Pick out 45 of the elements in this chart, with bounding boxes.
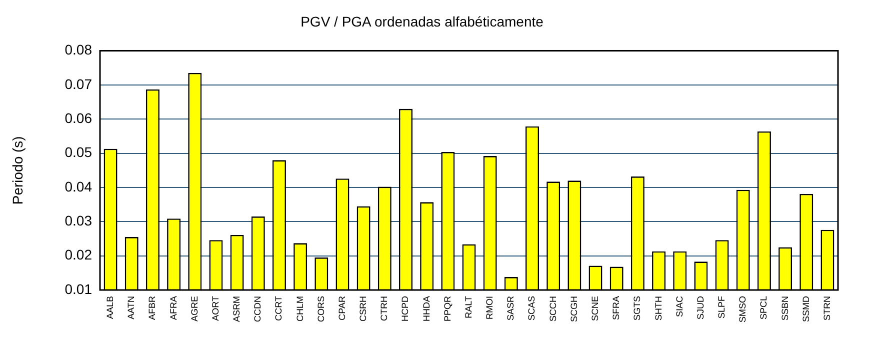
- y-tick-label: 0.08: [64, 42, 92, 58]
- y-tick-label: 0.01: [64, 280, 92, 297]
- x-tick-label: SCAS: [526, 296, 537, 321]
- x-tick-label: CPAR: [336, 296, 347, 320]
- x-tick-label: SJUD: [695, 296, 706, 320]
- x-tick-label: AGRE: [189, 296, 200, 322]
- x-tick-label: HCPD: [400, 296, 410, 322]
- y-tick-label: 0.07: [64, 76, 92, 92]
- y-axis-title: Periodo (s): [9, 136, 26, 205]
- x-tick-label: RALT: [463, 296, 474, 318]
- y-tick-label: 0.04: [64, 178, 92, 194]
- x-tick-label: CORS: [316, 296, 326, 322]
- y-tick-label: 0.02: [64, 246, 92, 263]
- x-tick-label: HHDA: [421, 296, 432, 322]
- x-tick-label: RMOI: [484, 296, 495, 320]
- x-tick-label: SCGH: [568, 296, 579, 322]
- x-tick-label: AORT: [210, 296, 220, 321]
- x-tick-label: AATN: [126, 296, 136, 320]
- x-tick-label: ASRM: [232, 296, 242, 322]
- x-tick-label: SLPF: [716, 296, 727, 319]
- y-tick-label: 0.05: [64, 144, 92, 160]
- x-tick-label: SHTH: [653, 296, 664, 320]
- x-tick-label: SIAC: [674, 296, 684, 318]
- x-tick-label: CCRT: [274, 296, 284, 321]
- x-tick-label: AFRA: [168, 296, 178, 320]
- x-tick-label: CTRH: [379, 296, 390, 321]
- x-tick-label: STRN: [822, 296, 832, 320]
- x-tick-label: SSMD: [800, 296, 811, 322]
- x-tick-label: CCDN: [252, 296, 263, 322]
- x-tick-label: CHLM: [294, 296, 305, 322]
- x-tick-label: SCNE: [590, 296, 600, 322]
- x-tick-label: SASR: [506, 296, 516, 321]
- x-tick-label: SMSO: [738, 296, 748, 323]
- x-tick-label: CSRH: [358, 296, 368, 322]
- y-tick-label: 0.06: [64, 110, 92, 126]
- y-tick-label: 0.03: [64, 212, 92, 229]
- x-tick-label: PPQR: [442, 296, 452, 322]
- x-tick-label: SCCH: [548, 296, 558, 322]
- x-tick-label: SGTS: [632, 296, 642, 321]
- x-tick-label: SFRA: [611, 296, 622, 320]
- x-tick-label: SSBN: [780, 296, 790, 321]
- x-tick-label: AFBR: [147, 296, 158, 320]
- chart-title: PGV / PGA ordenadas alfabéticamente: [300, 13, 544, 30]
- x-tick-label: SPCL: [758, 296, 769, 320]
- x-tick-label: AALB: [105, 296, 116, 320]
